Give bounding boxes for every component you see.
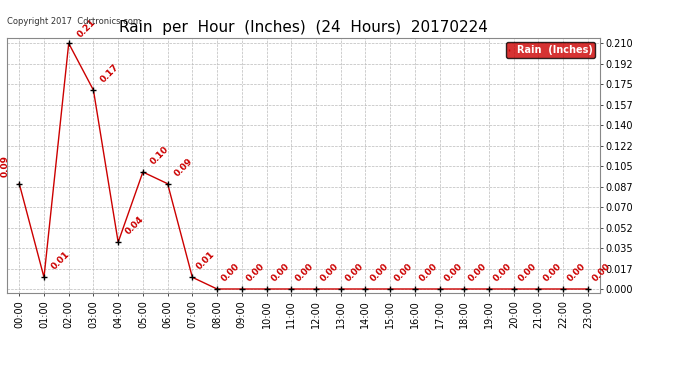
Text: 0.17: 0.17 (99, 63, 121, 85)
Text: 0.01: 0.01 (195, 250, 217, 272)
Text: 0.01: 0.01 (50, 250, 71, 272)
Text: 0.00: 0.00 (393, 262, 415, 284)
Text: 0.00: 0.00 (368, 262, 390, 284)
Text: 0.10: 0.10 (148, 145, 170, 166)
Text: 0.00: 0.00 (442, 262, 464, 284)
Text: 0.00: 0.00 (591, 262, 613, 284)
Text: 0.00: 0.00 (319, 262, 340, 284)
Text: 0.00: 0.00 (517, 262, 538, 284)
Text: 0.00: 0.00 (344, 262, 365, 284)
Text: 0.00: 0.00 (244, 262, 266, 284)
Legend: Rain  (Inches): Rain (Inches) (506, 42, 595, 58)
Text: 0.00: 0.00 (467, 262, 489, 284)
Title: Rain  per  Hour  (Inches)  (24  Hours)  20170224: Rain per Hour (Inches) (24 Hours) 201702… (119, 20, 488, 35)
Text: 0.09: 0.09 (173, 156, 195, 178)
Text: 0.00: 0.00 (566, 262, 588, 284)
Text: 0.09: 0.09 (1, 155, 10, 177)
Text: 0.21: 0.21 (76, 17, 97, 39)
Text: Copyright 2017  Cdrtronics.com: Copyright 2017 Cdrtronics.com (7, 17, 141, 26)
Text: 0.00: 0.00 (492, 262, 513, 284)
Text: 0.00: 0.00 (269, 262, 291, 284)
Text: 0.00: 0.00 (417, 262, 440, 284)
Text: 0.00: 0.00 (220, 262, 242, 284)
Text: 0.00: 0.00 (294, 262, 316, 284)
Text: 0.00: 0.00 (541, 262, 563, 284)
Text: 0.04: 0.04 (124, 215, 146, 237)
